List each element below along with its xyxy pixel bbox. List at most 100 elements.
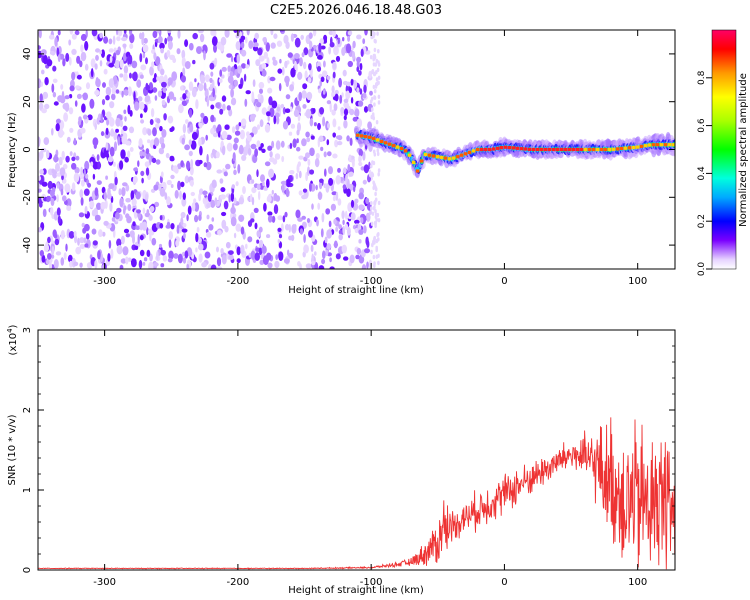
noise-speckle: [267, 75, 271, 84]
noise-speckle: [87, 182, 92, 188]
noise-speckle: [181, 49, 186, 60]
trace-peak: [643, 144, 648, 148]
noise-speckle: [123, 207, 126, 215]
trace-peak: [459, 153, 464, 157]
noise-speckle: [261, 245, 267, 254]
trace-peak: [599, 147, 604, 152]
noise-speckle: [173, 253, 179, 259]
noise-speckle: [223, 171, 228, 177]
noise-speckle: [79, 244, 86, 249]
trace-peak: [639, 144, 644, 148]
noise-speckle: [191, 87, 197, 98]
noise-speckle: [219, 178, 224, 184]
noise-speckle: [333, 103, 338, 111]
noise-speckle: [337, 167, 341, 173]
noise-speckle: [234, 68, 238, 76]
x-tick-label: -100: [360, 577, 383, 588]
noise-speckle: [168, 231, 173, 240]
noise-speckle: [101, 99, 106, 106]
noise-speckle: [58, 156, 63, 166]
noise-speckle: [170, 184, 174, 188]
noise-speckle: [39, 150, 44, 160]
noise-speckle: [310, 135, 315, 140]
noise-speckle: [82, 92, 88, 101]
noise-speckle: [161, 81, 167, 88]
noise-speckle: [148, 214, 153, 221]
noise-speckle: [231, 202, 235, 213]
noise-speckle: [139, 249, 145, 257]
noise-speckle: [71, 156, 76, 162]
noise-speckle: [110, 128, 115, 137]
trace-peak: [495, 146, 500, 150]
trace-peak: [547, 147, 552, 152]
trace-peak: [575, 147, 580, 152]
noise-speckle: [356, 60, 360, 68]
noise-speckle: [158, 147, 165, 155]
noise-speckle: [267, 262, 273, 269]
noise-speckle: [240, 35, 246, 41]
noise-speckle: [220, 36, 227, 46]
noise-speckle: [337, 198, 342, 206]
noise-speckle: [373, 31, 376, 37]
noise-speckle: [74, 167, 80, 174]
noise-speckle: [209, 62, 215, 70]
noise-speckle: [263, 186, 268, 191]
noise-speckle: [334, 139, 339, 148]
noise-speckle: [156, 30, 160, 34]
noise-speckle: [203, 82, 207, 91]
noise-speckle: [360, 48, 364, 57]
noise-speckle: [94, 122, 97, 130]
noise-speckle: [92, 173, 96, 180]
noise-speckle: [97, 250, 101, 260]
noise-speckle: [221, 130, 228, 140]
noise-speckle: [182, 123, 187, 134]
noise-speckle: [282, 107, 286, 115]
noise-speckle: [228, 84, 233, 90]
noise-speckle: [347, 164, 351, 172]
noise-speckle: [57, 54, 61, 63]
noise-speckle: [199, 145, 203, 156]
noise-speckle: [47, 236, 51, 244]
noise-speckle: [55, 251, 62, 256]
trace-peak: [463, 152, 468, 156]
noise-speckle: [127, 204, 132, 211]
trace-peak: [551, 147, 556, 152]
noise-speckle: [224, 124, 230, 130]
noise-speckle: [332, 195, 336, 202]
noise-speckle: [78, 212, 85, 218]
noise-speckle: [188, 81, 194, 91]
noise-speckle: [227, 65, 231, 73]
noise-speckle: [329, 257, 332, 263]
noise-speckle: [116, 245, 123, 255]
noise-speckle: [226, 134, 232, 140]
snr-series-line: [38, 417, 675, 570]
noise-speckle: [100, 201, 106, 210]
noise-speckle: [192, 59, 196, 65]
noise-speckle: [371, 240, 375, 246]
colorbar-tick-label: 0.4: [697, 166, 707, 181]
noise-speckle: [377, 49, 380, 54]
noise-speckle: [229, 71, 234, 78]
noise-speckle: [211, 217, 215, 222]
noise-speckle: [271, 215, 276, 223]
noise-speckle: [121, 135, 128, 145]
noise-speckle: [228, 254, 234, 260]
noise-speckle: [264, 123, 271, 133]
noise-speckle: [120, 235, 125, 245]
noise-speckle: [65, 243, 68, 252]
noise-speckle: [51, 245, 55, 256]
trace-halo: [670, 149, 675, 157]
y-tick-label: 40: [22, 48, 33, 61]
noise-speckle: [183, 232, 186, 239]
noise-speckle: [43, 137, 50, 146]
noise-speckle: [275, 140, 281, 150]
noise-speckle: [159, 187, 166, 197]
noise-speckle: [349, 137, 353, 146]
noise-speckle: [365, 236, 369, 246]
noise-speckle: [109, 202, 113, 212]
trace-peak: [651, 143, 656, 147]
noise-speckle: [267, 211, 273, 216]
noise-speckle: [188, 150, 193, 157]
x-tick-label: 100: [628, 276, 647, 287]
